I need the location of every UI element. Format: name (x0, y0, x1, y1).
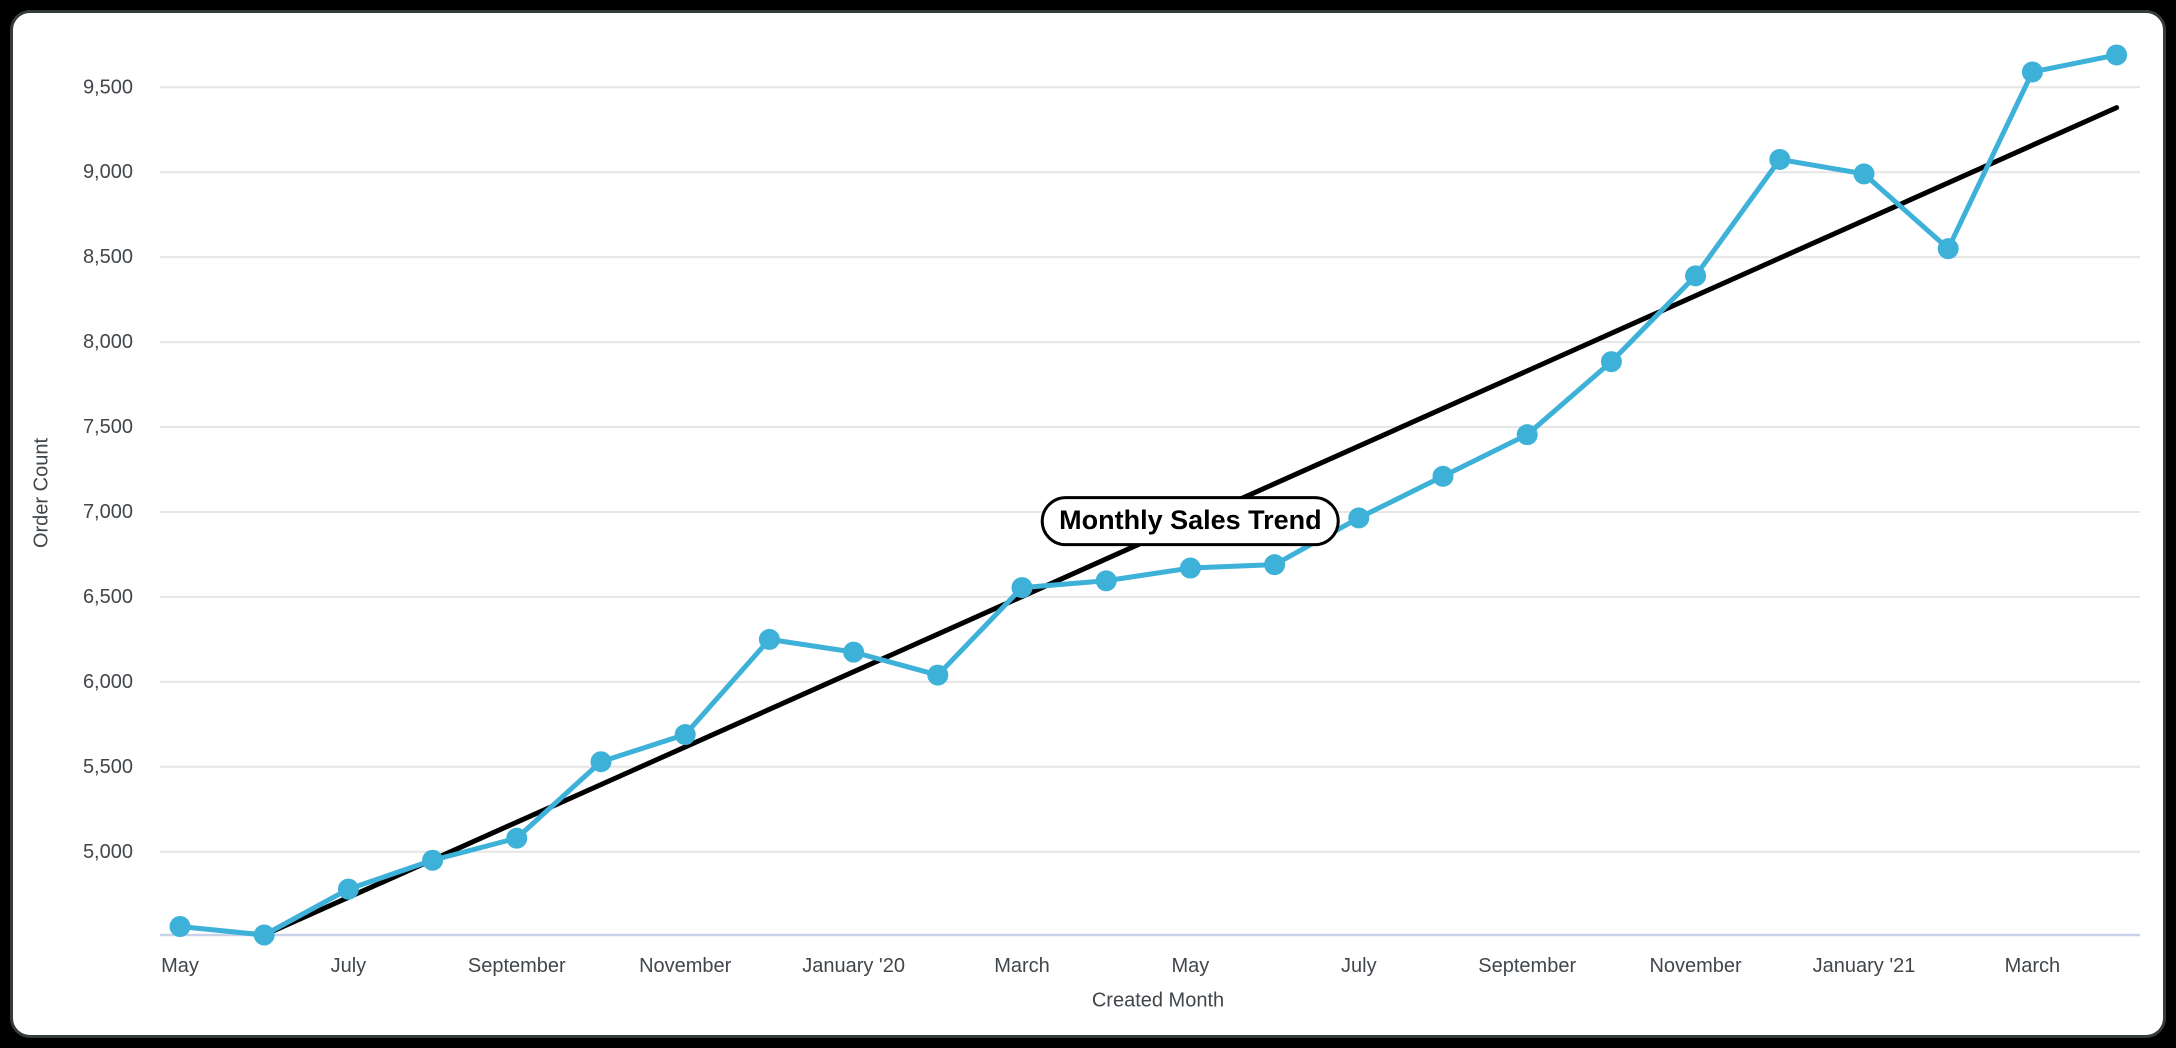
data-point[interactable] (253, 924, 275, 946)
data-point[interactable] (1685, 265, 1707, 287)
data-point[interactable] (1432, 465, 1454, 487)
data-point[interactable] (169, 916, 191, 938)
x-axis-tick-label: March (994, 955, 1050, 977)
y-axis-tick-label: 7,000 (83, 501, 133, 523)
x-axis-tick-label: July (331, 955, 367, 977)
data-point[interactable] (1600, 351, 1622, 373)
data-point[interactable] (674, 724, 696, 746)
x-axis-tick-label: November (639, 955, 732, 977)
data-point[interactable] (1179, 557, 1201, 579)
trend-annotation-pill: Monthly Sales Trend (1041, 496, 1340, 547)
data-point[interactable] (758, 628, 780, 650)
series-line (177, 52, 2120, 938)
y-axis-tick-label: 8,000 (83, 331, 133, 353)
y-axis-tick-label: 8,500 (83, 246, 133, 268)
data-point[interactable] (590, 751, 612, 773)
y-axis-title: Order Count (30, 438, 53, 549)
data-point[interactable] (1516, 424, 1538, 446)
data-point[interactable] (2106, 44, 2128, 66)
x-axis-tick-label: May (161, 955, 199, 977)
x-axis-tick-label: September (1478, 955, 1576, 977)
data-point[interactable] (843, 641, 865, 663)
data-point[interactable] (1769, 148, 1791, 170)
y-axis-tick-label: 5,500 (83, 756, 133, 778)
x-axis-tick-label: November (1649, 955, 1742, 977)
y-axis-tick-label: 5,000 (83, 841, 133, 863)
data-point[interactable] (1011, 577, 1033, 599)
x-axis-tick-label: January '20 (802, 955, 905, 977)
data-point[interactable] (927, 664, 949, 686)
y-axis-tick-label: 6,000 (83, 671, 133, 693)
data-point[interactable] (1937, 238, 1959, 260)
x-axis-tick-label: March (2005, 955, 2061, 977)
x-axis-tick-label: May (1172, 955, 1210, 977)
data-point[interactable] (337, 878, 359, 900)
data-point[interactable] (422, 849, 444, 871)
data-point[interactable] (506, 827, 528, 849)
y-axis-tick-label: 9,500 (83, 76, 133, 98)
data-point[interactable] (1095, 570, 1117, 592)
x-axis-tick-label: July (1341, 955, 1377, 977)
y-axis-tick-label: 6,500 (83, 586, 133, 608)
x-axis-title: Created Month (1091, 989, 1225, 1012)
data-point[interactable] (2021, 61, 2043, 83)
x-axis-tick-label: January '21 (1813, 955, 1916, 977)
y-axis-tick-label: 7,500 (83, 416, 133, 438)
data-point[interactable] (1264, 554, 1286, 576)
data-point[interactable] (1853, 163, 1875, 185)
y-axis-tick-label: 9,000 (83, 161, 133, 183)
data-point[interactable] (1348, 507, 1370, 529)
x-axis-tick-label: September (468, 955, 566, 977)
